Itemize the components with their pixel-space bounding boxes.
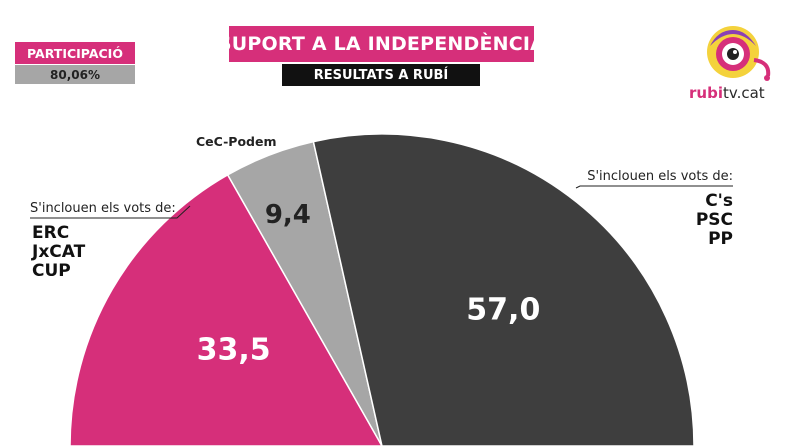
left-annotation-note: S'inclouen els vots de:	[30, 201, 176, 216]
left-party-label: CUP	[32, 261, 71, 281]
left-party-label: ERC	[32, 223, 69, 243]
pie-slice-0	[69, 173, 383, 446]
pie-slice-2	[312, 133, 695, 446]
left-annotation-line	[30, 205, 191, 219]
left-party-label: JxCAT	[31, 242, 86, 262]
slice-name-label-cec-podem: CeC-Podem	[196, 134, 277, 149]
participation-label: PARTICIPACIÓ	[15, 42, 135, 64]
right-annotation-line	[575, 185, 733, 189]
chart-title: SUPORT A LA INDEPENDÈNCIA	[218, 26, 545, 62]
right-party-label: C's	[705, 191, 733, 211]
right-party-label: PSC	[696, 210, 733, 230]
slice-value-label-2: 57,0	[466, 292, 540, 327]
participation-value: 80,06%	[15, 65, 135, 84]
right-party-label: PP	[708, 229, 733, 249]
eye-mascot-icon	[707, 26, 771, 81]
chart-subtitle: RESULTATS A RUBÍ	[282, 64, 480, 86]
slice-value-label-1: 9,4	[265, 200, 311, 230]
slice-value-label-0: 33,5	[197, 333, 271, 368]
logo-wordmark: rubitv.cat	[689, 84, 765, 102]
right-annotation-note: S'inclouen els vots de:	[587, 169, 733, 184]
